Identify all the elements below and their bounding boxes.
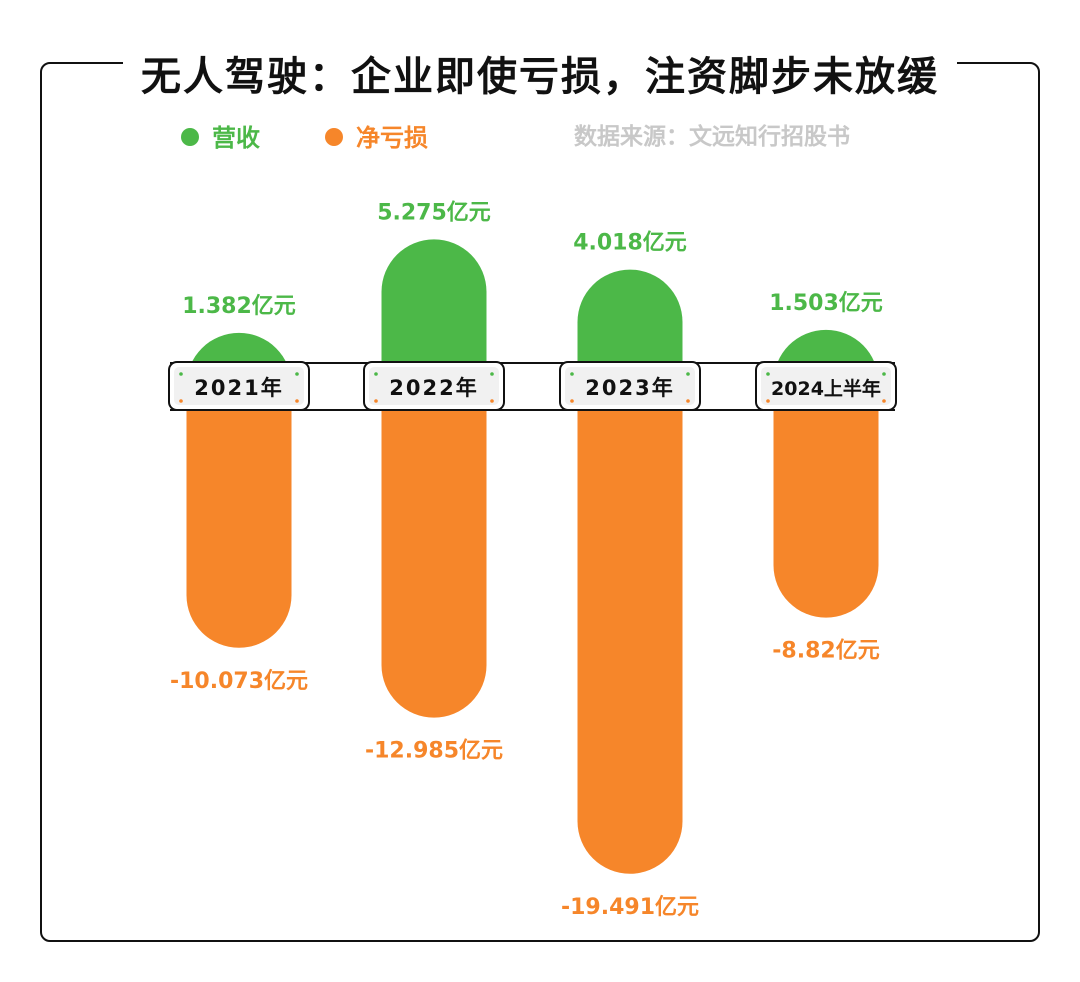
category-dot-0-1 [295,372,299,376]
category-box-inner-0 [174,367,304,405]
net-loss-label-3: -8.82亿元 [772,639,879,664]
legend-label-1: 净亏损 [356,124,428,152]
category-dot-3-1 [882,372,886,376]
net-loss-label-2: -19.491亿元 [561,895,699,920]
category-label-0: 2021年 [194,376,283,400]
category-box-inner-3 [761,367,891,405]
net-loss-bar-3 [773,386,879,618]
net-loss-bar-2 [577,386,683,874]
category-dot-0-3 [295,399,299,403]
category-dot-0-0 [179,372,183,376]
chart-title: 无人驾驶：企业即使亏损，注资脚步未放缓 [123,54,957,100]
category-dot-3-3 [882,399,886,403]
category-dot-1-2 [374,399,378,403]
category-dot-2-0 [570,372,574,376]
category-box-inner-1 [369,367,499,405]
category-dot-0-2 [179,399,183,403]
revenue-label-2: 4.018亿元 [573,231,687,256]
net-loss-bar-0 [186,386,292,648]
net-loss-bar-1 [381,386,487,718]
category-dot-2-2 [570,399,574,403]
category-dot-3-2 [766,399,770,403]
revenue-label-1: 5.275亿元 [377,200,491,225]
legend-label-0: 营收 [212,124,260,152]
net-loss-label-0: -10.073亿元 [170,669,308,694]
chart-title-wrap: 无人驾驶：企业即使亏损，注资脚步未放缓 [0,44,1080,102]
revenue-label-0: 1.382亿元 [182,294,296,319]
revenue-label-3: 1.503亿元 [769,291,883,316]
category-box-inner-2 [565,367,695,405]
legend-marker-0 [181,128,199,146]
category-dot-2-3 [686,399,690,403]
legend-marker-1 [325,128,343,146]
category-dot-2-1 [686,372,690,376]
category-dot-1-3 [490,399,494,403]
revenue-bar-2 [577,269,683,386]
category-label-3: 2024上半年 [771,377,881,400]
category-dot-3-0 [766,372,770,376]
category-dot-1-0 [374,372,378,376]
source-note: 数据来源：文远知行招股书 [574,123,850,150]
category-label-2: 2023年 [585,376,674,400]
category-label-1: 2022年 [389,376,478,400]
category-dot-1-1 [490,372,494,376]
revenue-bar-1 [381,239,487,386]
net-loss-label-1: -12.985亿元 [365,739,503,764]
